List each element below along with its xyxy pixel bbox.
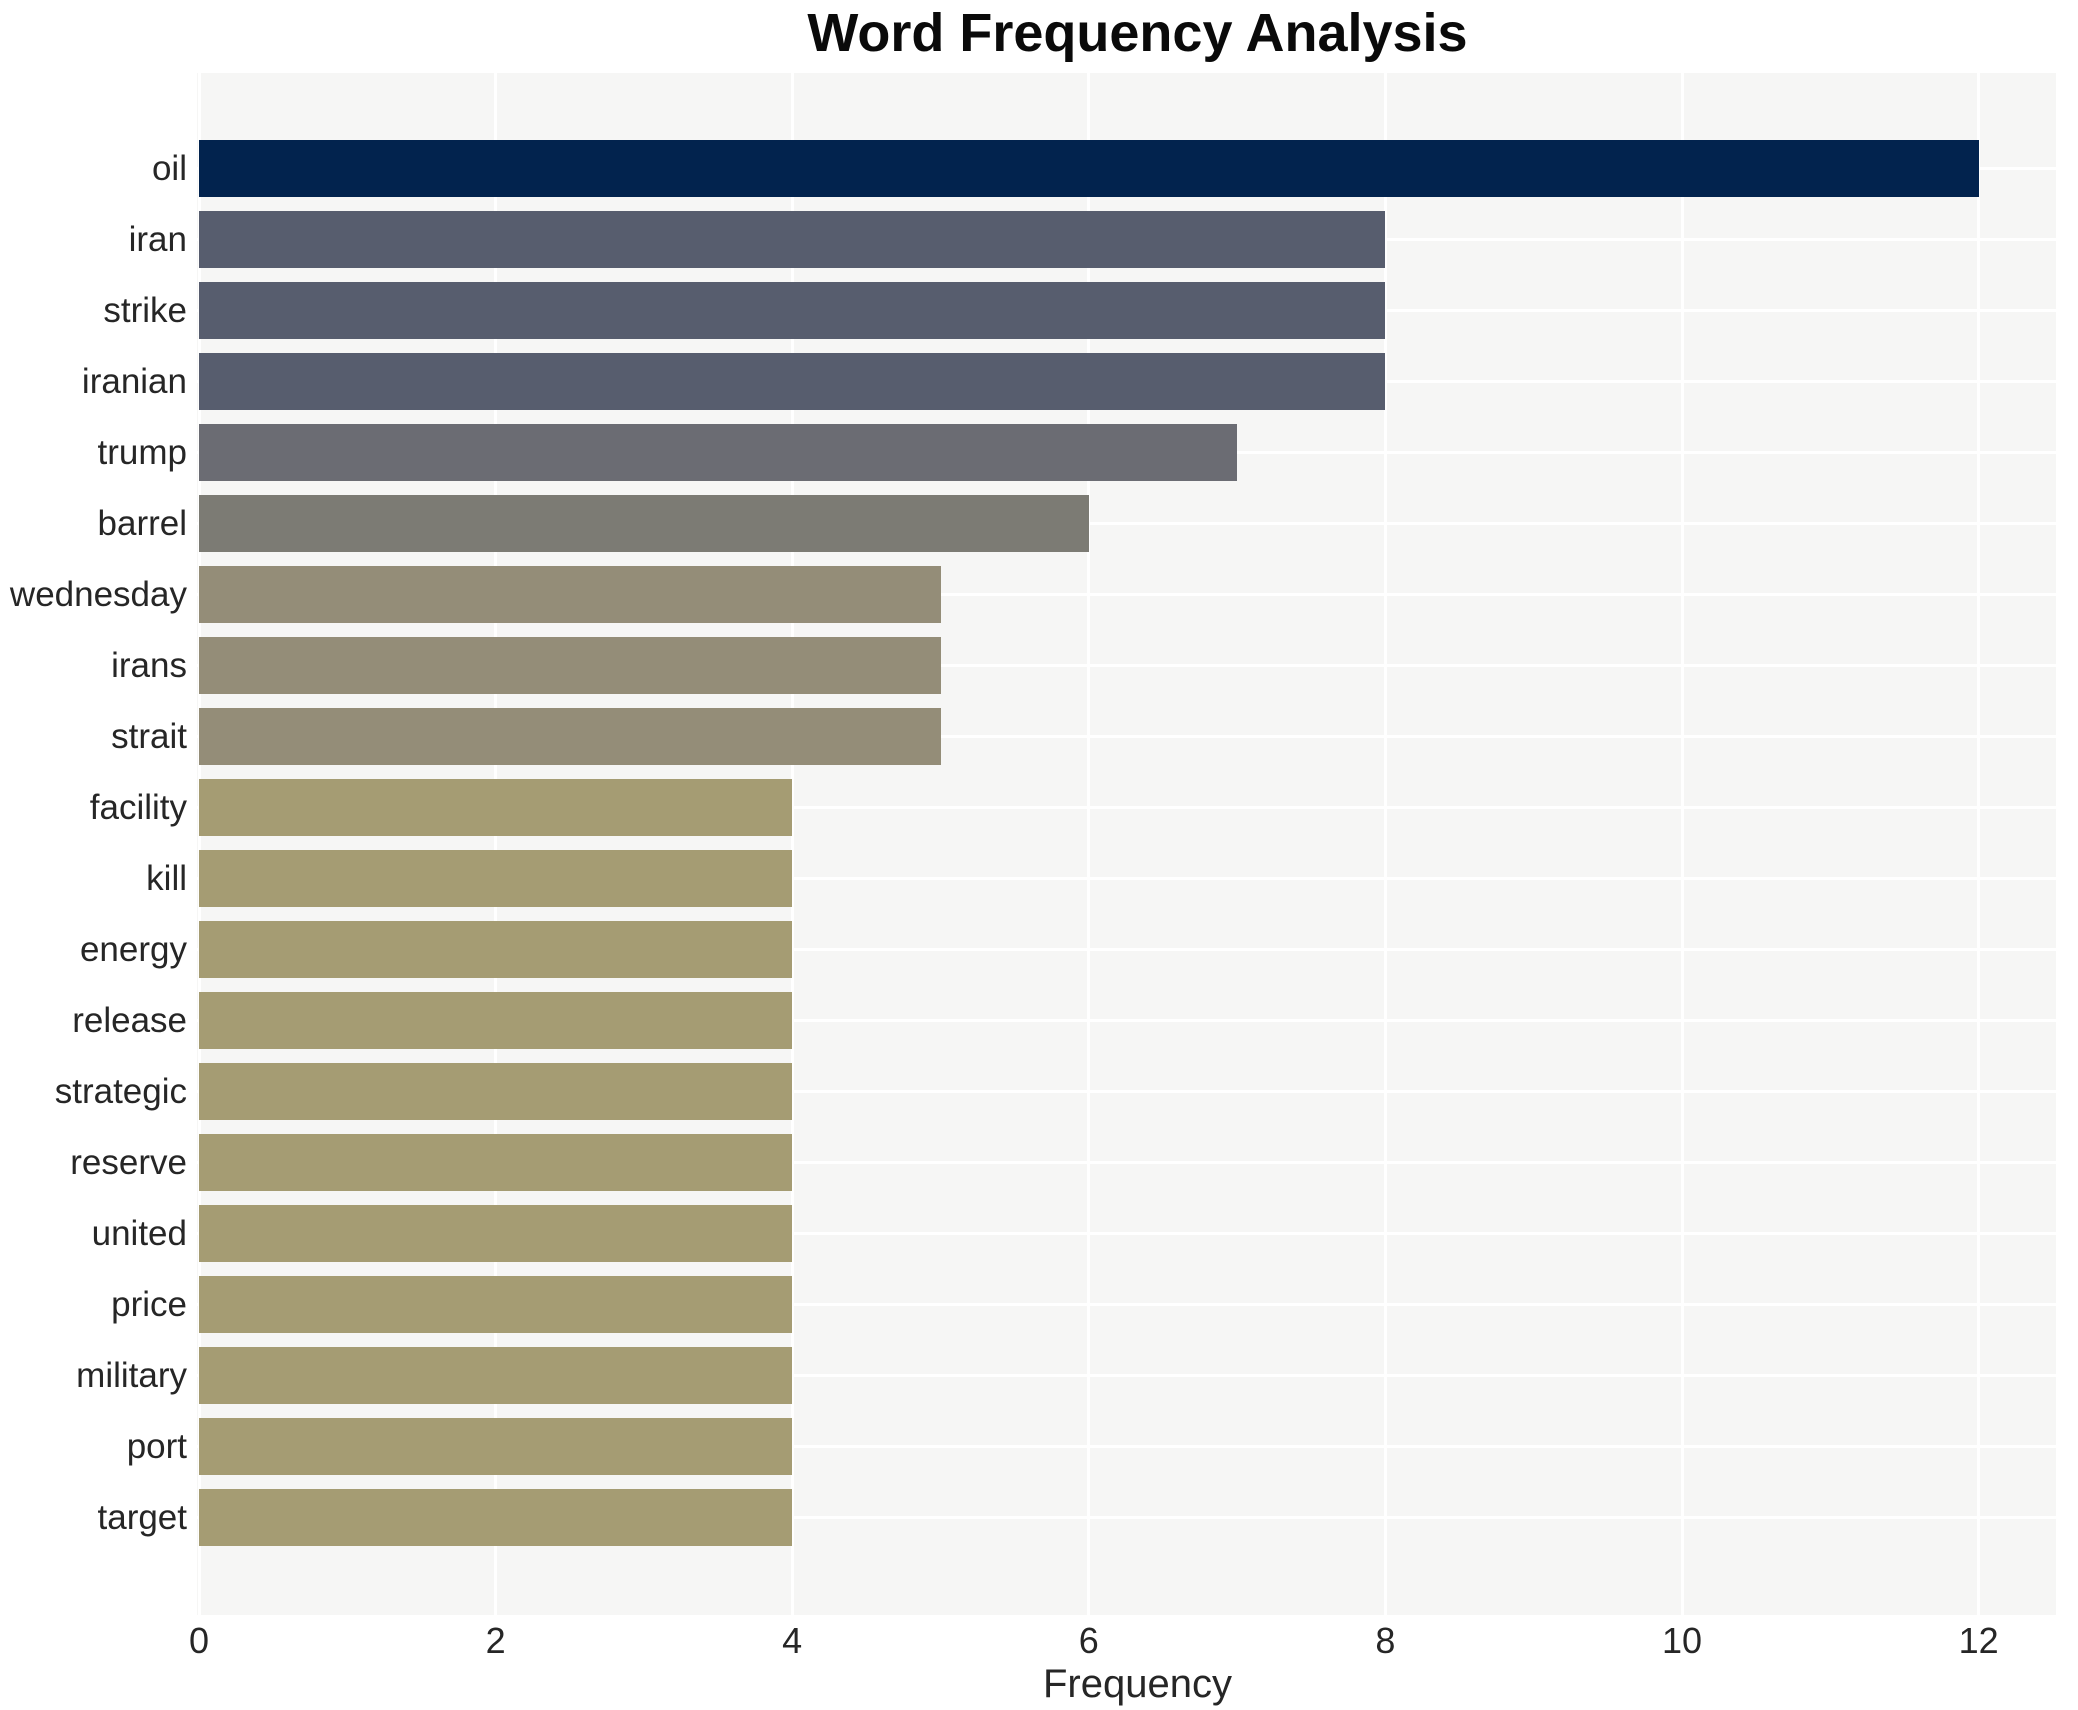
- h-gridline-kill: [197, 877, 2056, 880]
- h-gridline-energy: [197, 948, 2056, 951]
- y-tick-label-strategic: strategic: [54, 1072, 187, 1111]
- y-tick-label-strait: strait: [111, 717, 187, 756]
- x-tick-label-6: 6: [1078, 1620, 1099, 1661]
- h-gridline-release: [197, 1019, 2056, 1022]
- h-gridline-barrel: [197, 522, 2056, 525]
- h-gridline-irans: [197, 664, 2056, 667]
- y-tick-label-barrel: barrel: [97, 504, 187, 543]
- h-gridline-strait: [197, 735, 2056, 738]
- y-tick-label-wednesday: wednesday: [9, 575, 187, 614]
- x-tick-label-2: 2: [485, 1620, 506, 1661]
- plot-area: [197, 73, 2056, 1615]
- y-tick-label-trump: trump: [97, 433, 187, 472]
- h-gridline-target: [197, 1516, 2056, 1519]
- v-gridline-6: [1087, 73, 1091, 1615]
- bar-reserve: [199, 1134, 793, 1191]
- y-tick-label-united: united: [91, 1214, 187, 1253]
- bar-iranian: [199, 353, 1386, 410]
- y-tick-label-facility: facility: [89, 788, 187, 827]
- x-tick-label-10: 10: [1661, 1620, 1703, 1661]
- bar-barrel: [199, 495, 1089, 552]
- y-tick-label-irans: irans: [111, 646, 187, 685]
- h-gridline-military: [197, 1374, 2056, 1377]
- v-gridline-0: [197, 73, 201, 1615]
- h-gridline-port: [197, 1445, 2056, 1448]
- y-tick-label-kill: kill: [146, 859, 187, 898]
- y-tick-label-military: military: [76, 1356, 187, 1395]
- y-tick-label-release: release: [72, 1001, 187, 1040]
- bar-united: [199, 1205, 793, 1262]
- h-gridline-price: [197, 1303, 2056, 1306]
- x-tick-label-8: 8: [1375, 1620, 1396, 1661]
- bar-port: [199, 1418, 793, 1475]
- bar-trump: [199, 424, 1238, 481]
- y-tick-label-oil: oil: [151, 149, 187, 188]
- chart-title: Word Frequency Analysis: [807, 3, 1468, 63]
- bar-price: [199, 1276, 793, 1333]
- bar-energy: [199, 921, 793, 978]
- y-tick-label-target: target: [97, 1498, 188, 1537]
- h-gridline-wednesday: [197, 593, 2056, 596]
- x-tick-label-4: 4: [782, 1620, 803, 1661]
- bar-irans: [199, 637, 941, 694]
- y-tick-label-reserve: reserve: [70, 1143, 187, 1182]
- y-tick-label-strike: strike: [103, 291, 187, 330]
- y-tick-label-iranian: iranian: [81, 362, 187, 401]
- h-gridline-strategic: [197, 1090, 2056, 1093]
- v-gridline-12: [1977, 73, 1981, 1615]
- x-axis-label: Frequency: [1043, 1662, 1232, 1706]
- h-gridline-reserve: [197, 1161, 2056, 1164]
- bar-wednesday: [199, 566, 941, 623]
- h-gridline-facility: [197, 806, 2056, 809]
- y-tick-label-iran: iran: [128, 220, 187, 259]
- bar-kill: [199, 850, 793, 907]
- h-gridline-united: [197, 1232, 2056, 1235]
- bar-strait: [199, 708, 941, 765]
- v-gridline-2: [494, 73, 498, 1615]
- v-gridline-10: [1680, 73, 1684, 1615]
- y-tick-label-price: price: [111, 1285, 187, 1324]
- bar-iran: [199, 211, 1386, 268]
- bar-strategic: [199, 1063, 793, 1120]
- bar-strike: [199, 282, 1386, 339]
- bar-release: [199, 992, 793, 1049]
- bar-target: [199, 1489, 793, 1546]
- v-gridline-4: [790, 73, 794, 1615]
- y-tick-label-energy: energy: [79, 930, 187, 969]
- v-gridline-8: [1383, 73, 1387, 1615]
- bar-military: [199, 1347, 793, 1404]
- y-tick-label-port: port: [126, 1427, 187, 1466]
- x-tick-label-0: 0: [188, 1620, 210, 1661]
- bar-oil: [199, 140, 1979, 197]
- x-tick-label-12: 12: [1958, 1620, 1999, 1661]
- bar-facility: [199, 779, 793, 836]
